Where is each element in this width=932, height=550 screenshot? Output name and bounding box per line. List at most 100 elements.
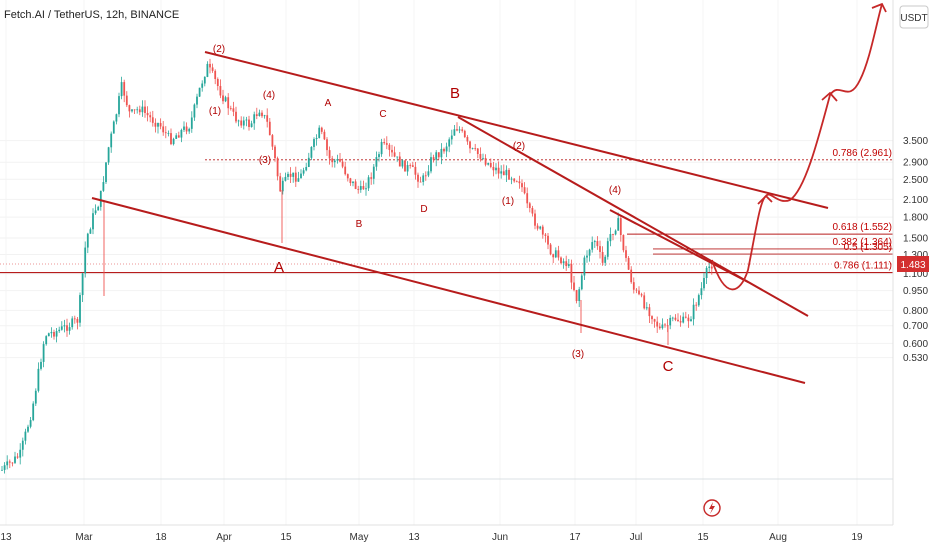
candle-body — [50, 331, 53, 334]
candle-body — [505, 169, 508, 176]
candle-body — [284, 176, 287, 181]
candle-body — [105, 162, 107, 183]
y-tick-label: 2.500 — [903, 175, 928, 186]
candle-body — [172, 138, 175, 145]
candle-body — [378, 154, 380, 158]
flash-icon[interactable] — [703, 499, 721, 517]
candle-body — [635, 289, 638, 291]
candle-body — [209, 63, 211, 68]
candle-body — [149, 115, 152, 118]
candle-body — [367, 177, 370, 189]
candle-body — [19, 449, 22, 458]
currency-badge[interactable]: USDT — [899, 5, 929, 29]
candle-body — [682, 316, 685, 323]
candle-body — [375, 157, 378, 167]
candle-body — [630, 269, 633, 283]
price-tag: 1.483 — [897, 256, 929, 272]
candle-body — [58, 329, 61, 332]
candle-body — [29, 420, 32, 427]
candle-body — [81, 273, 84, 296]
wave-label: (4) — [263, 90, 275, 101]
candle-body — [489, 163, 492, 167]
candle-body — [518, 181, 521, 184]
candle-body — [370, 177, 373, 179]
candle-body — [669, 317, 672, 326]
candle-body — [541, 226, 544, 235]
candle-body — [198, 87, 201, 97]
candle-body — [157, 123, 159, 127]
candle-body — [292, 172, 295, 177]
candle-body — [333, 160, 336, 163]
candle-body — [196, 96, 198, 105]
candle-body — [339, 159, 341, 162]
candle-body — [11, 462, 14, 464]
candle-body — [71, 318, 74, 328]
candle-body — [617, 218, 620, 231]
candle-body — [463, 130, 466, 138]
y-tick-label: 1.500 — [903, 234, 928, 245]
candle-body — [456, 129, 458, 131]
candle-body — [422, 175, 425, 182]
fib-level-label: 0.618 (1.552) — [833, 222, 893, 233]
candle-body — [255, 114, 258, 116]
candle-body — [151, 117, 154, 123]
candle-body — [289, 173, 292, 177]
candle-body — [3, 465, 6, 470]
candle-body — [575, 290, 578, 301]
candle-body — [450, 135, 453, 140]
candle-body — [502, 171, 505, 176]
candle-body — [474, 148, 477, 149]
candle-body — [398, 156, 401, 167]
candle-body — [588, 249, 591, 256]
candle-body — [703, 277, 705, 289]
candle-body — [268, 121, 271, 136]
candle-body — [21, 440, 24, 450]
candle-body — [297, 178, 300, 182]
x-tick-label: 18 — [155, 532, 167, 543]
candle-body — [492, 166, 495, 171]
y-tick-label: 1.100 — [903, 269, 928, 280]
candle-body — [37, 368, 40, 391]
candle-body — [692, 304, 695, 320]
candle-body — [583, 257, 586, 276]
candle-body — [73, 318, 76, 320]
candle-body — [354, 181, 357, 189]
candle-body — [229, 108, 232, 110]
candle-body — [193, 104, 196, 118]
candle-body — [107, 147, 110, 163]
candle-body — [526, 193, 529, 204]
y-tick-label: 2.100 — [903, 195, 928, 206]
candle-body — [349, 178, 352, 184]
candle-body — [219, 85, 222, 96]
candle-body — [445, 146, 448, 152]
candle-body — [430, 157, 432, 172]
candle-body — [411, 165, 414, 167]
candle-body — [310, 146, 313, 158]
candle-body — [177, 135, 180, 138]
candle-body — [404, 160, 406, 172]
candle-body — [591, 242, 594, 250]
candle-body — [567, 264, 570, 267]
candle-body — [328, 150, 331, 159]
candle-body — [622, 235, 625, 251]
candle-body — [344, 166, 347, 175]
candle-body — [120, 82, 123, 97]
candle-body — [34, 390, 37, 404]
candle-body — [222, 95, 224, 102]
candle-body — [40, 361, 42, 369]
candle-body — [671, 317, 674, 319]
candle-body — [136, 109, 139, 111]
candle-body — [300, 173, 302, 179]
candle-body — [593, 241, 596, 243]
x-tick-label: 15 — [697, 532, 709, 543]
candle-body — [253, 114, 256, 124]
candle-body — [604, 256, 607, 263]
projection-arrow — [871, 2, 887, 13]
y-tick-label: 0.700 — [903, 321, 928, 332]
candle-body — [406, 165, 409, 172]
candle-body — [279, 176, 282, 192]
wave-label: B — [450, 85, 460, 102]
candle-body — [560, 257, 562, 264]
